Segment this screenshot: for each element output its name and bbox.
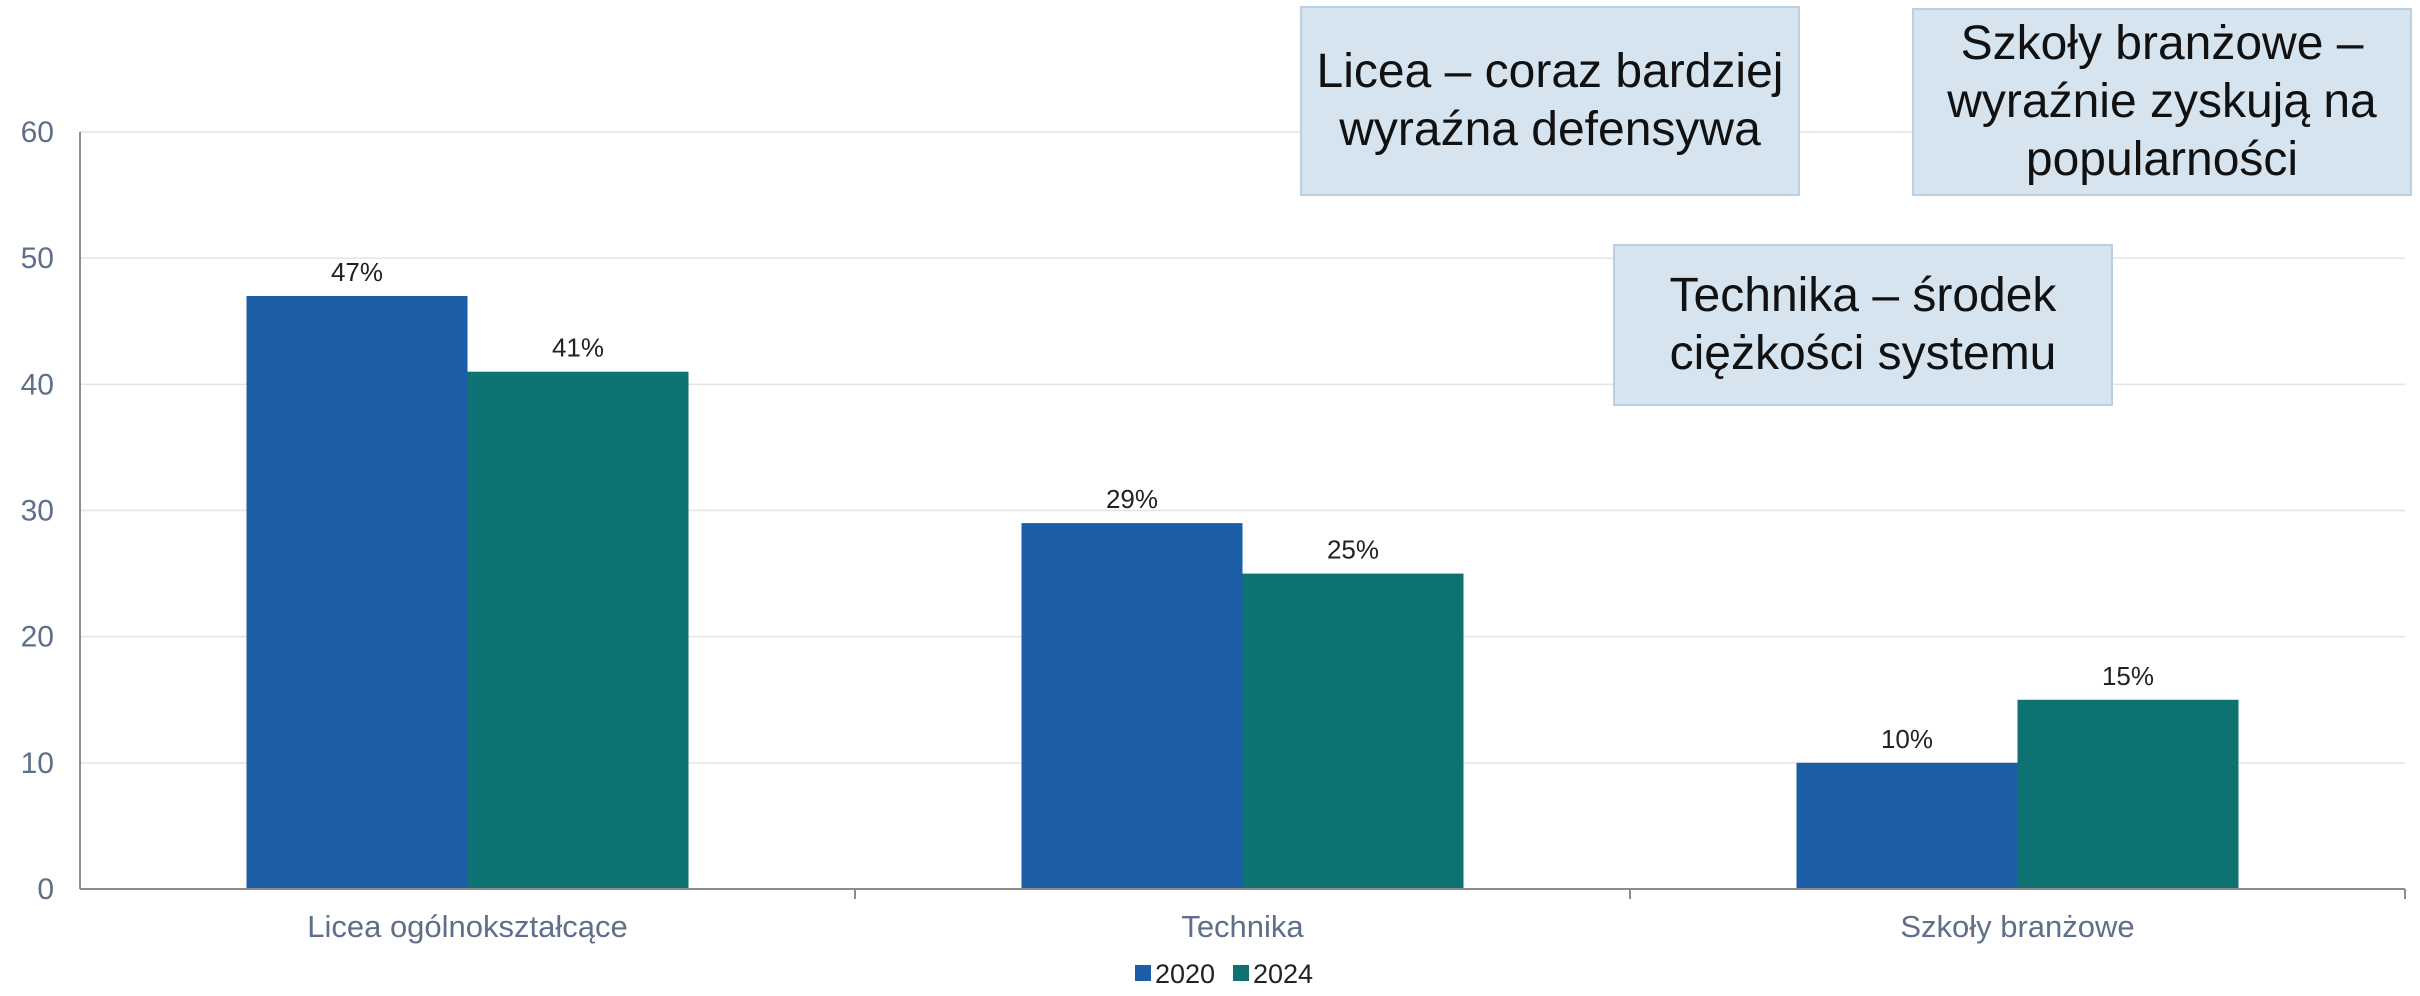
y-tick-label-40: 40 — [21, 368, 54, 401]
x-category-label-3: Szkoły branżowe — [1900, 909, 2134, 944]
bar-2024-2 — [1242, 573, 1464, 889]
y-tick-label-50: 50 — [21, 242, 54, 275]
legend-swatch-2020 — [1135, 965, 1151, 981]
data-label-2024-2: 25% — [1327, 535, 1379, 565]
data-label-2020-3: 10% — [1881, 724, 1933, 754]
legend-label-2020: 2020 — [1155, 959, 1215, 989]
bar-2020-2 — [1021, 523, 1243, 889]
callout-szkoly-branzowe: Szkoły branżowe – wyraźnie zyskują na po… — [1912, 8, 2412, 196]
data-label-2024-1: 41% — [552, 333, 604, 363]
y-tick-label-60: 60 — [21, 116, 54, 149]
data-label-2020-2: 29% — [1106, 484, 1158, 514]
callout-szkoly-branzowe-text: Szkoły branżowe – wyraźnie zyskują na po… — [1947, 17, 2377, 186]
callout-licea: Licea – coraz bardziej wyraźna defensywa — [1300, 6, 1800, 196]
bar-2020-1 — [246, 296, 468, 889]
y-tick-label-30: 30 — [21, 495, 54, 528]
data-labels: 47% 41% 29% 25% 10% 15% — [331, 257, 2154, 754]
bar-2024-1 — [467, 371, 689, 889]
bars — [246, 296, 2239, 889]
axes — [79, 132, 2406, 899]
legend-swatch-2024 — [1233, 965, 1249, 981]
data-label-2024-3: 15% — [2102, 661, 2154, 691]
x-category-label-1: Licea ogólnokształcące — [307, 909, 628, 944]
bar-2024-3 — [2017, 699, 2239, 889]
x-category-label-2: Technika — [1181, 909, 1304, 944]
y-tick-label-0: 0 — [37, 873, 54, 906]
bar-2020-3 — [1796, 762, 2018, 889]
callout-licea-text: Licea – coraz bardziej wyraźna defensywa — [1316, 45, 1784, 156]
y-tick-labels: 0 10 20 30 40 50 60 — [21, 116, 54, 906]
legend: 2020 2024 — [1135, 959, 1313, 989]
y-tick-label-10: 10 — [21, 747, 54, 780]
legend-label-2024: 2024 — [1253, 959, 1313, 989]
x-category-labels: Licea ogólnokształcące Technika Szkoły bra… — [307, 909, 2134, 944]
callout-technika-text: Technika – środek ciężkości systemu — [1669, 269, 2057, 380]
callout-technika: Technika – środek ciężkości systemu — [1613, 244, 2113, 406]
data-label-2020-1: 47% — [331, 257, 383, 287]
y-tick-label-20: 20 — [21, 621, 54, 654]
